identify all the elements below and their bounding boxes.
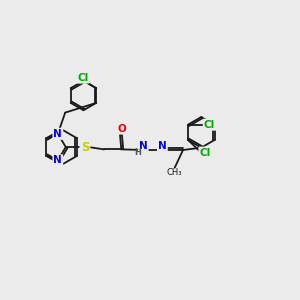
Text: CH₃: CH₃ (167, 168, 182, 177)
Text: Cl: Cl (204, 120, 215, 130)
Text: S: S (81, 141, 89, 154)
Text: Cl: Cl (200, 148, 211, 158)
Text: O: O (117, 124, 126, 134)
Text: H: H (134, 148, 141, 157)
Text: Cl: Cl (77, 73, 88, 82)
Text: N: N (53, 129, 62, 139)
Text: N: N (158, 141, 167, 151)
Text: N: N (53, 155, 62, 165)
Text: N: N (139, 141, 148, 151)
